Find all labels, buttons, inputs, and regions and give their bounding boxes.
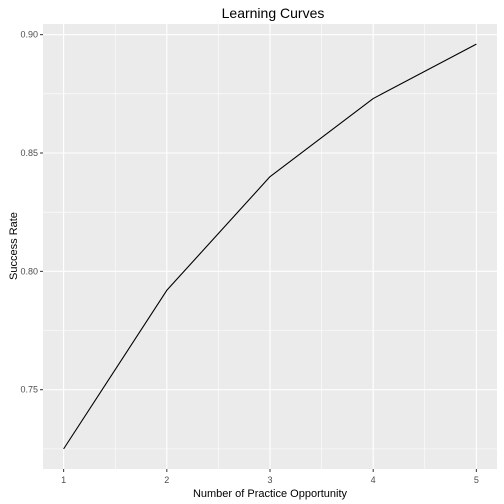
x-tick-label: 3 (267, 475, 272, 485)
chart-title: Learning Curves (222, 5, 325, 21)
data-point (166, 289, 168, 291)
series-layer (62, 43, 477, 450)
y-tick-label: 0.80 (20, 266, 38, 276)
data-point (269, 175, 271, 177)
x-tick-label: 4 (371, 475, 376, 485)
y-tick-label: 0.85 (20, 148, 38, 158)
y-axis-ticks: 0.75 0.80 0.85 0.90 (20, 30, 43, 395)
x-axis-title: Number of Practice Opportunity (193, 488, 348, 500)
data-point (372, 97, 374, 99)
x-tick-label: 5 (474, 475, 479, 485)
x-axis-ticks: 1 2 3 4 5 (61, 469, 479, 485)
y-tick-label: 0.90 (20, 30, 38, 40)
y-axis-title: Success Rate (8, 212, 20, 280)
x-tick-label: 1 (61, 475, 66, 485)
y-tick-label: 0.75 (20, 385, 38, 395)
series-line (63, 43, 477, 450)
data-point (62, 448, 64, 450)
data-point (475, 43, 477, 45)
x-tick-label: 2 (164, 475, 169, 485)
